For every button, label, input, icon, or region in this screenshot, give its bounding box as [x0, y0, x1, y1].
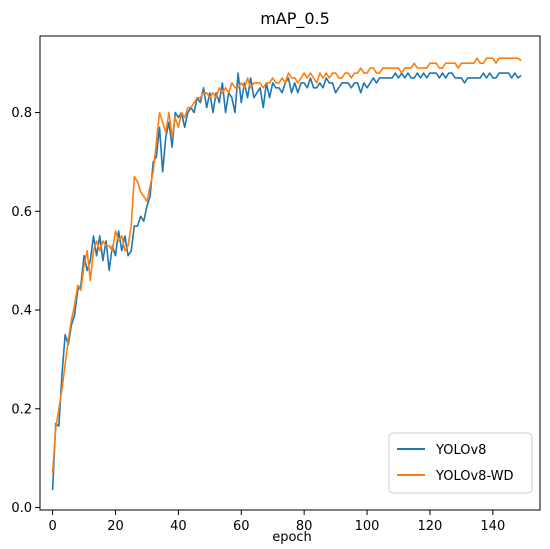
y-tick-label: 0.8 — [11, 106, 32, 121]
series-layer — [51, 57, 522, 491]
legend: YOLOv8 YOLOv8-WD — [388, 432, 533, 494]
y-tick-label: 0.6 — [11, 205, 32, 220]
y-tick-label: 0.0 — [11, 501, 32, 516]
x-tick-label: 140 — [480, 519, 505, 534]
axes-layer: 0 20 40 60 80 100 120 140 0.0 0.2 0.4 0.6 0.8 — [11, 35, 541, 534]
x-tick-label: 60 — [233, 519, 250, 534]
x-tick-label: 20 — [107, 519, 124, 534]
series-line-yolov8-wd — [51, 57, 522, 474]
y-tick-label: 0.2 — [11, 402, 32, 417]
chart-title: mAP_0.5 — [260, 9, 330, 29]
x-tick-label: 100 — [355, 519, 380, 534]
legend-label-yolov8-wd: YOLOv8-WD — [435, 469, 513, 484]
x-tick-label: 40 — [170, 519, 187, 534]
y-tick-label: 0.4 — [11, 304, 32, 319]
x-tick-label: 120 — [418, 519, 443, 534]
legend-label-yolov8: YOLOv8 — [435, 443, 486, 458]
plot-frame — [39, 35, 541, 511]
x-tick-label: 80 — [296, 519, 313, 534]
x-axis-label: epoch — [272, 530, 312, 545]
x-tick-label: 0 — [48, 519, 56, 534]
legend-frame — [388, 432, 533, 494]
